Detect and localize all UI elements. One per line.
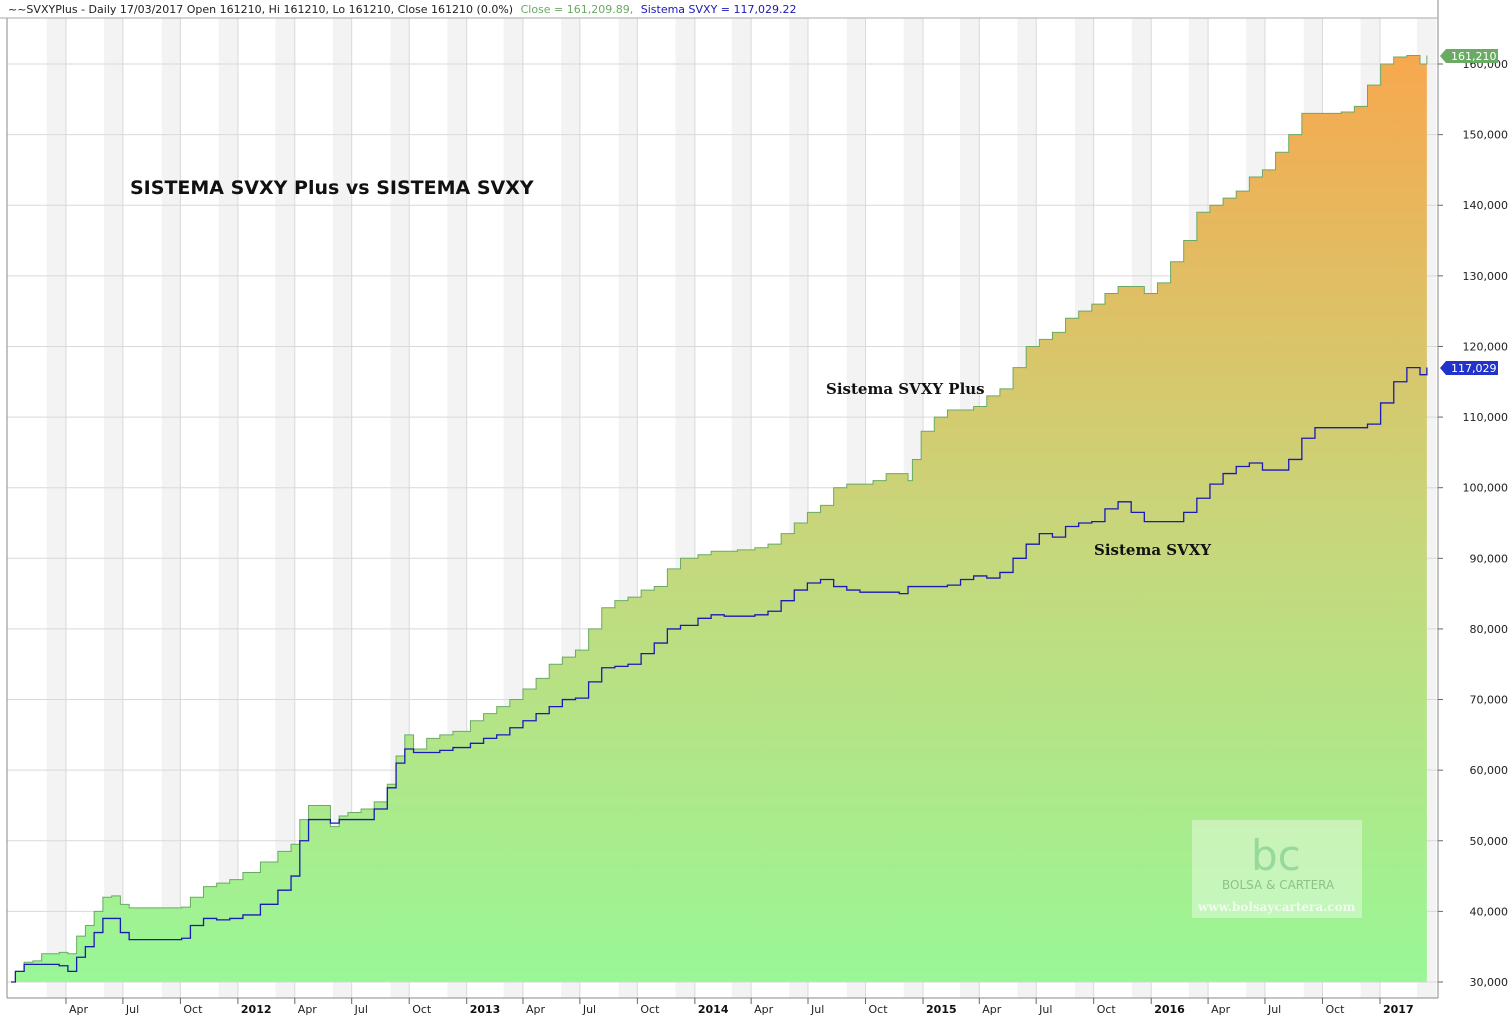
x-tick-label: Oct <box>1097 1003 1117 1016</box>
x-tick-label: Oct <box>869 1003 889 1016</box>
watermark-url: www.bolsaycartera.com <box>1197 900 1356 914</box>
close-last-value: 161,210 <box>1451 50 1497 63</box>
y-tick-label: 50,000 <box>1470 835 1509 848</box>
watermark-box <box>1192 820 1362 918</box>
x-tick-label: Jul <box>582 1003 596 1016</box>
x-tick-label: Jul <box>1038 1003 1052 1016</box>
header-line: ~~SVXYPlus - Daily 17/03/2017 Open 16121… <box>8 3 797 16</box>
x-tick-label: Apr <box>298 1003 318 1016</box>
y-tick-label: 120,000 <box>1463 340 1509 353</box>
x-tick-year-label: 2016 <box>1154 1003 1185 1016</box>
sistema-series-line <box>11 366 1428 983</box>
period-band <box>275 18 295 998</box>
x-tick-label: Jul <box>810 1003 824 1016</box>
chart-title: SISTEMA SVXY Plus vs SISTEMA SVXY <box>130 177 534 199</box>
y-tick-label: 40,000 <box>1470 905 1509 918</box>
y-tick-label: 140,000 <box>1463 199 1509 212</box>
annotation-svxy: Sistema SVXY <box>1094 541 1211 559</box>
period-band <box>161 18 181 998</box>
x-tick-label: Oct <box>1325 1003 1345 1016</box>
x-tick-label: Oct <box>183 1003 203 1016</box>
period-band <box>104 18 123 998</box>
y-tick-label: 30,000 <box>1470 976 1509 989</box>
x-tick-label: Apr <box>754 1003 774 1016</box>
y-axis: 30,000 40,000 50,000 60,000 70,000 80,000 90,0… <box>1438 58 1508 989</box>
close-area <box>11 55 1427 982</box>
annotation-svxy-plus: Sistema SVXY Plus <box>826 380 985 398</box>
x-tick-label: Apr <box>1211 1003 1231 1016</box>
sistema-last-value: 117,029 <box>1451 362 1497 375</box>
watermark-brand: BOLSA & CARTERA <box>1222 878 1335 892</box>
y-tick-label: 150,000 <box>1463 129 1509 142</box>
x-tick-label: Apr <box>982 1003 1002 1016</box>
y-tick-label: 80,000 <box>1470 623 1509 636</box>
y-tick-label: 100,000 <box>1463 482 1509 495</box>
close-series-line <box>11 55 1428 983</box>
x-tick-label: Oct <box>640 1003 660 1016</box>
y-tick-label: 90,000 <box>1470 552 1509 565</box>
y-tick-label: 70,000 <box>1470 694 1509 707</box>
x-tick-label: Jul <box>125 1003 139 1016</box>
header-sistema: Sistema SVXY = 117,029.22 <box>641 3 797 16</box>
header-symbol: ~~SVXYPlus - Daily 17/03/2017 Open 16121… <box>8 3 513 16</box>
y-tick-label: 130,000 <box>1463 270 1509 283</box>
period-band <box>218 18 238 998</box>
header-close: Close = 161,209.89, <box>521 3 634 16</box>
x-tick-label: Apr <box>69 1003 89 1016</box>
x-tick-label: Apr <box>526 1003 546 1016</box>
x-tick-year-label: 2012 <box>241 1003 272 1016</box>
x-tick-year-label: 2017 <box>1383 1003 1414 1016</box>
x-tick-year-label: 2013 <box>470 1003 501 1016</box>
period-band <box>46 18 67 998</box>
x-tick-label: Oct <box>412 1003 432 1016</box>
watermark-logo: bc <box>1251 831 1301 880</box>
y-tick-label: 60,000 <box>1470 764 1509 777</box>
x-tick-year-label: 2015 <box>926 1003 957 1016</box>
x-axis: Apr Jul Oct 2012 Apr Jul Oct 2013 Apr Jul Oct 2014 A… <box>65 998 1414 1016</box>
period-band <box>332 18 352 998</box>
x-tick-label: Jul <box>354 1003 368 1016</box>
x-tick-label: Jul <box>1267 1003 1281 1016</box>
x-tick-year-label: 2014 <box>698 1003 729 1016</box>
watermark: bc BOLSA & CARTERA www.bolsaycartera.com <box>1192 820 1362 918</box>
close-last-value-badge: 161,210 <box>1440 49 1498 63</box>
y-tick-label: 110,000 <box>1463 411 1509 424</box>
sistema-last-value-badge: 117,029 <box>1440 361 1498 375</box>
